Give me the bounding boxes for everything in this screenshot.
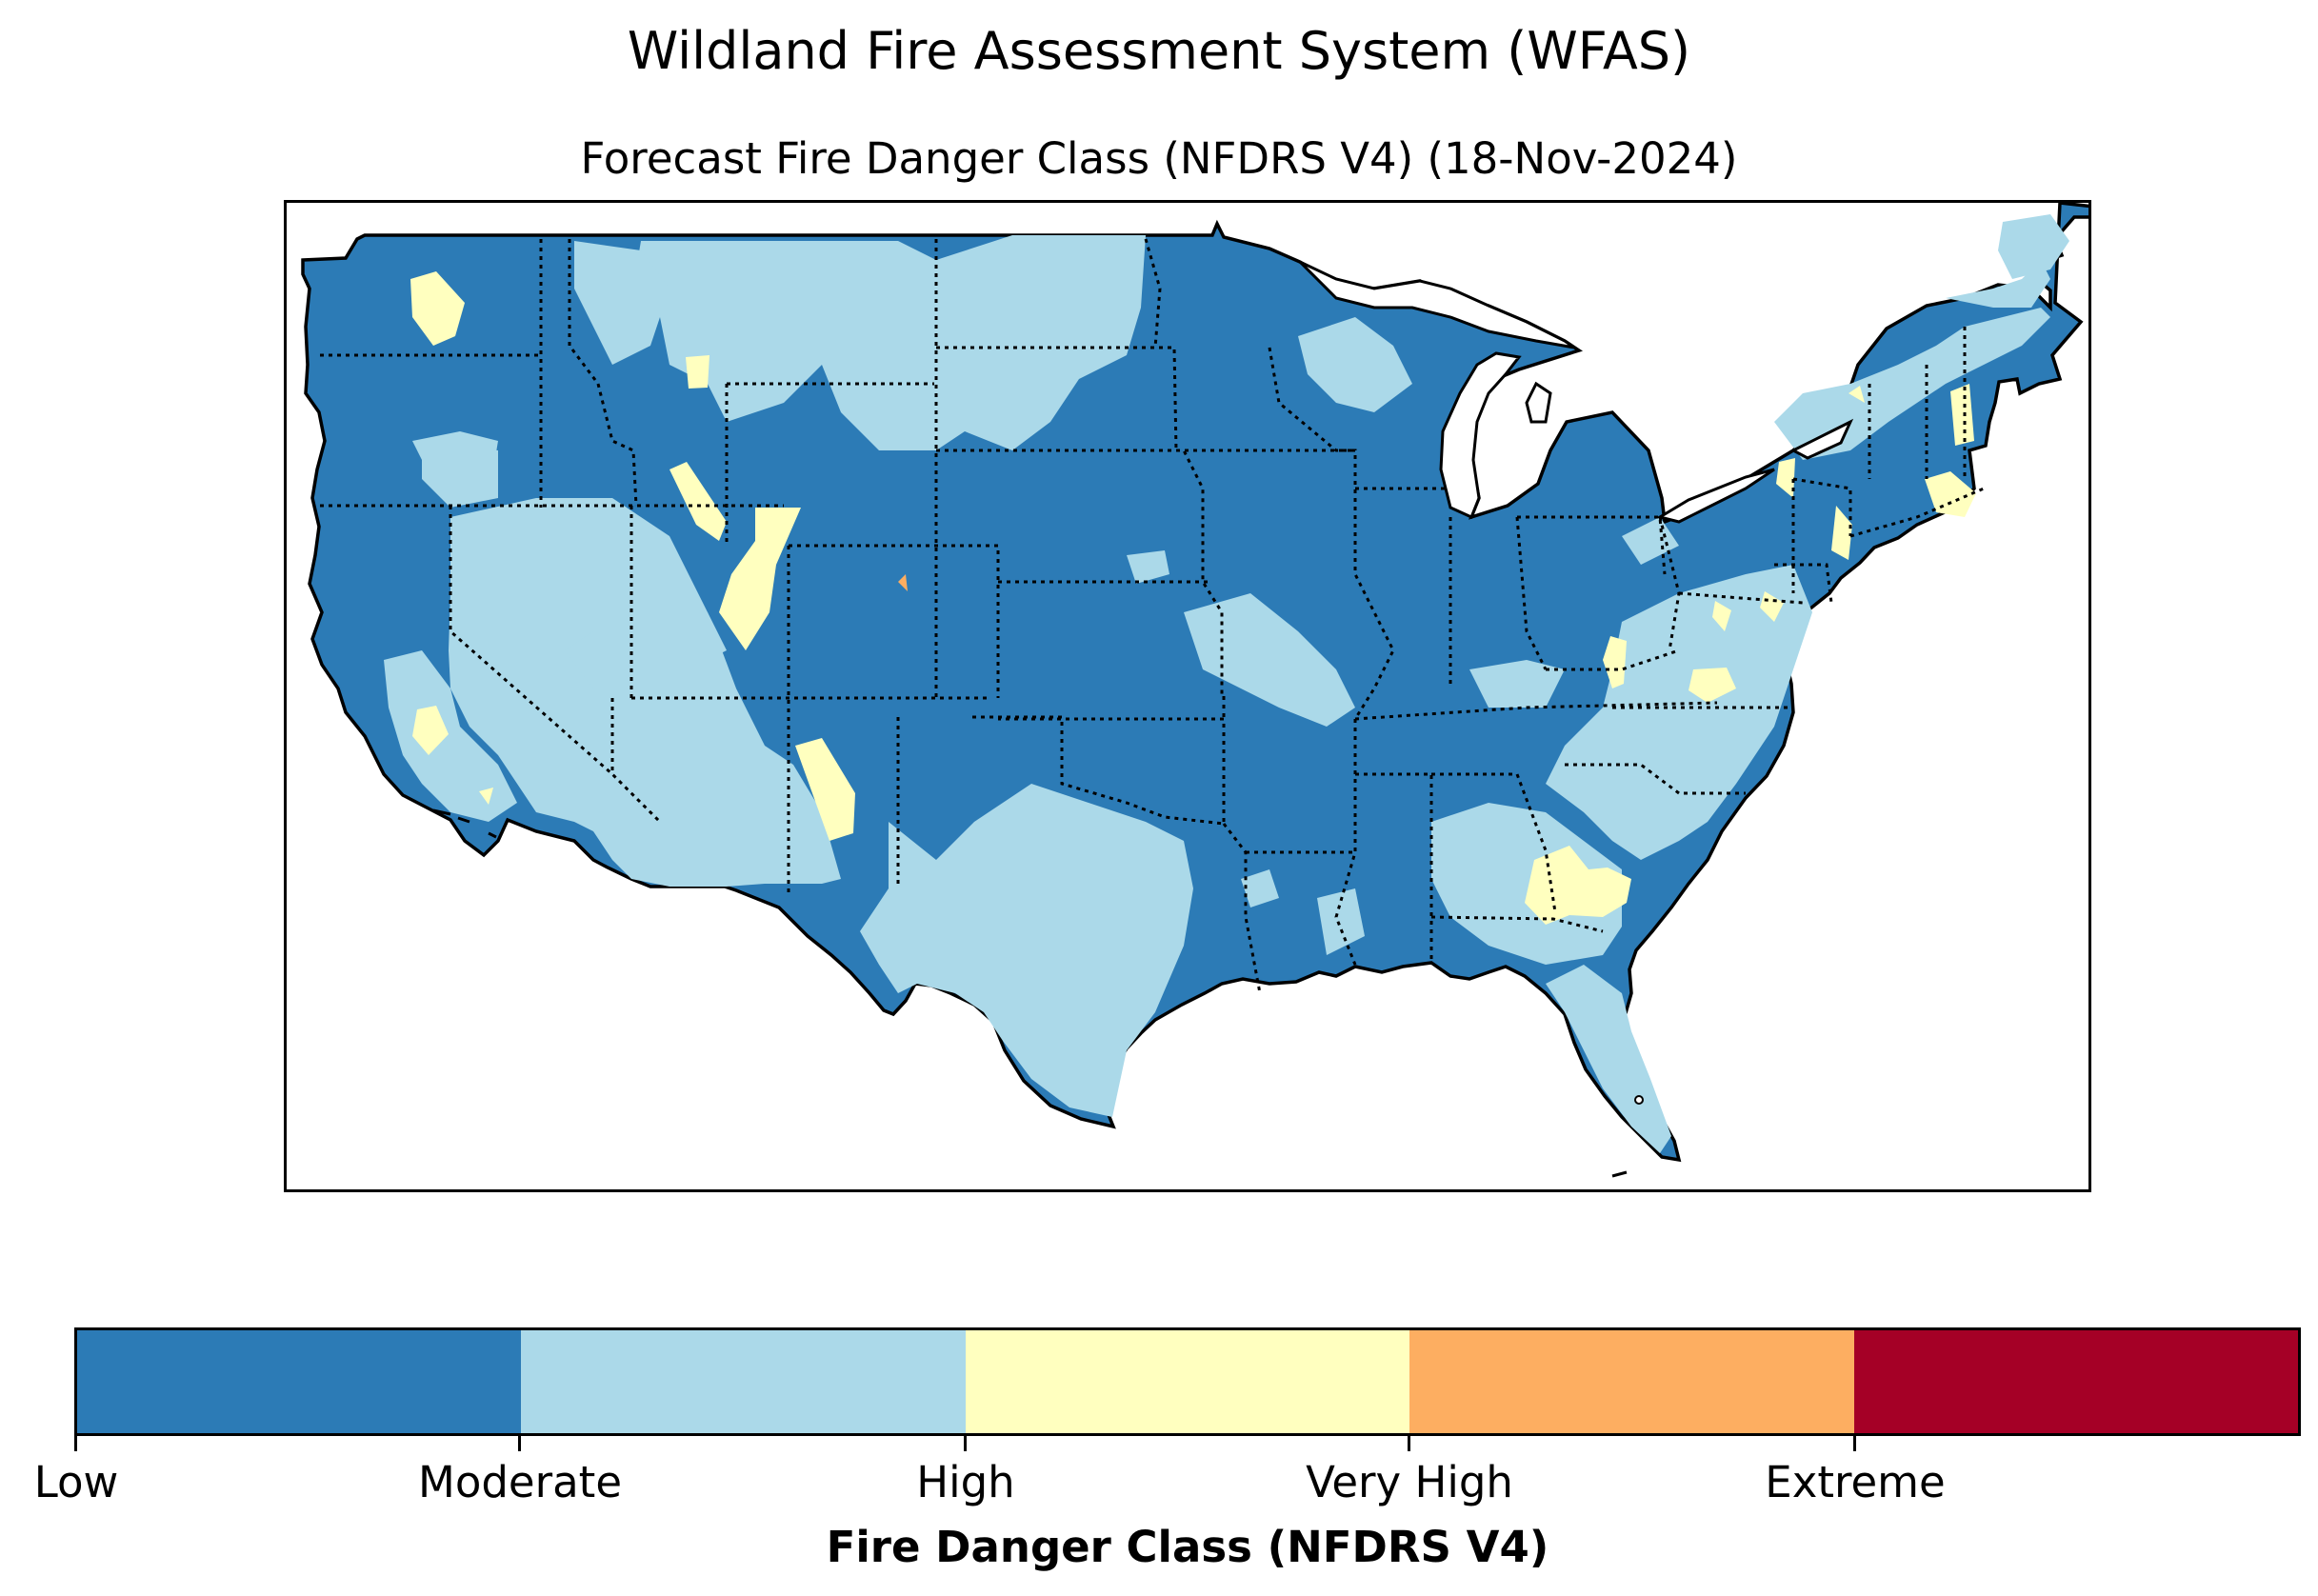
main-title: Wildland Fire Assessment System (WFAS) [627, 21, 1691, 81]
colorbar-tick-very-high [1408, 1436, 1410, 1451]
colorbar-label-high: High [916, 1457, 1015, 1507]
fire-danger-map [301, 203, 2088, 1178]
colorbar-very-high-swatch [1409, 1330, 1854, 1433]
colorbar-moderate-swatch [521, 1330, 966, 1433]
colorbar-label-extreme: Extreme [1765, 1457, 1946, 1507]
colorbar-label-low: Low [33, 1457, 119, 1507]
moderate-regions [384, 214, 2069, 1153]
map-panel [284, 200, 2091, 1192]
channel-islands [432, 808, 497, 839]
great-lakes [1298, 260, 1854, 524]
colorbar-tick-extreme [1853, 1436, 1856, 1451]
colorbar-low-swatch [77, 1330, 522, 1433]
colorbar [74, 1327, 2301, 1436]
lake-okeechobee [1634, 1095, 1644, 1105]
florida-keys [1611, 1170, 1628, 1178]
high-regions [410, 271, 1976, 925]
colorbar-axis-label: Fire Danger Class (NFDRS V4) [826, 1522, 1549, 1572]
colorbar-tick-high [964, 1436, 967, 1451]
colorbar-label-very-high: Very High [1306, 1457, 1513, 1507]
map-subtitle: Forecast Fire Danger Class (NFDRS V4) (1… [580, 133, 1738, 184]
colorbar-high-swatch [965, 1330, 1410, 1433]
state-boundaries [320, 238, 1985, 994]
very-high-region [898, 574, 908, 591]
colorbar-extreme-swatch [1853, 1330, 2299, 1433]
colorbar-tick-low [74, 1436, 77, 1451]
colorbar-label-moderate: Moderate [417, 1457, 623, 1507]
colorbar-tick-moderate [518, 1436, 521, 1451]
